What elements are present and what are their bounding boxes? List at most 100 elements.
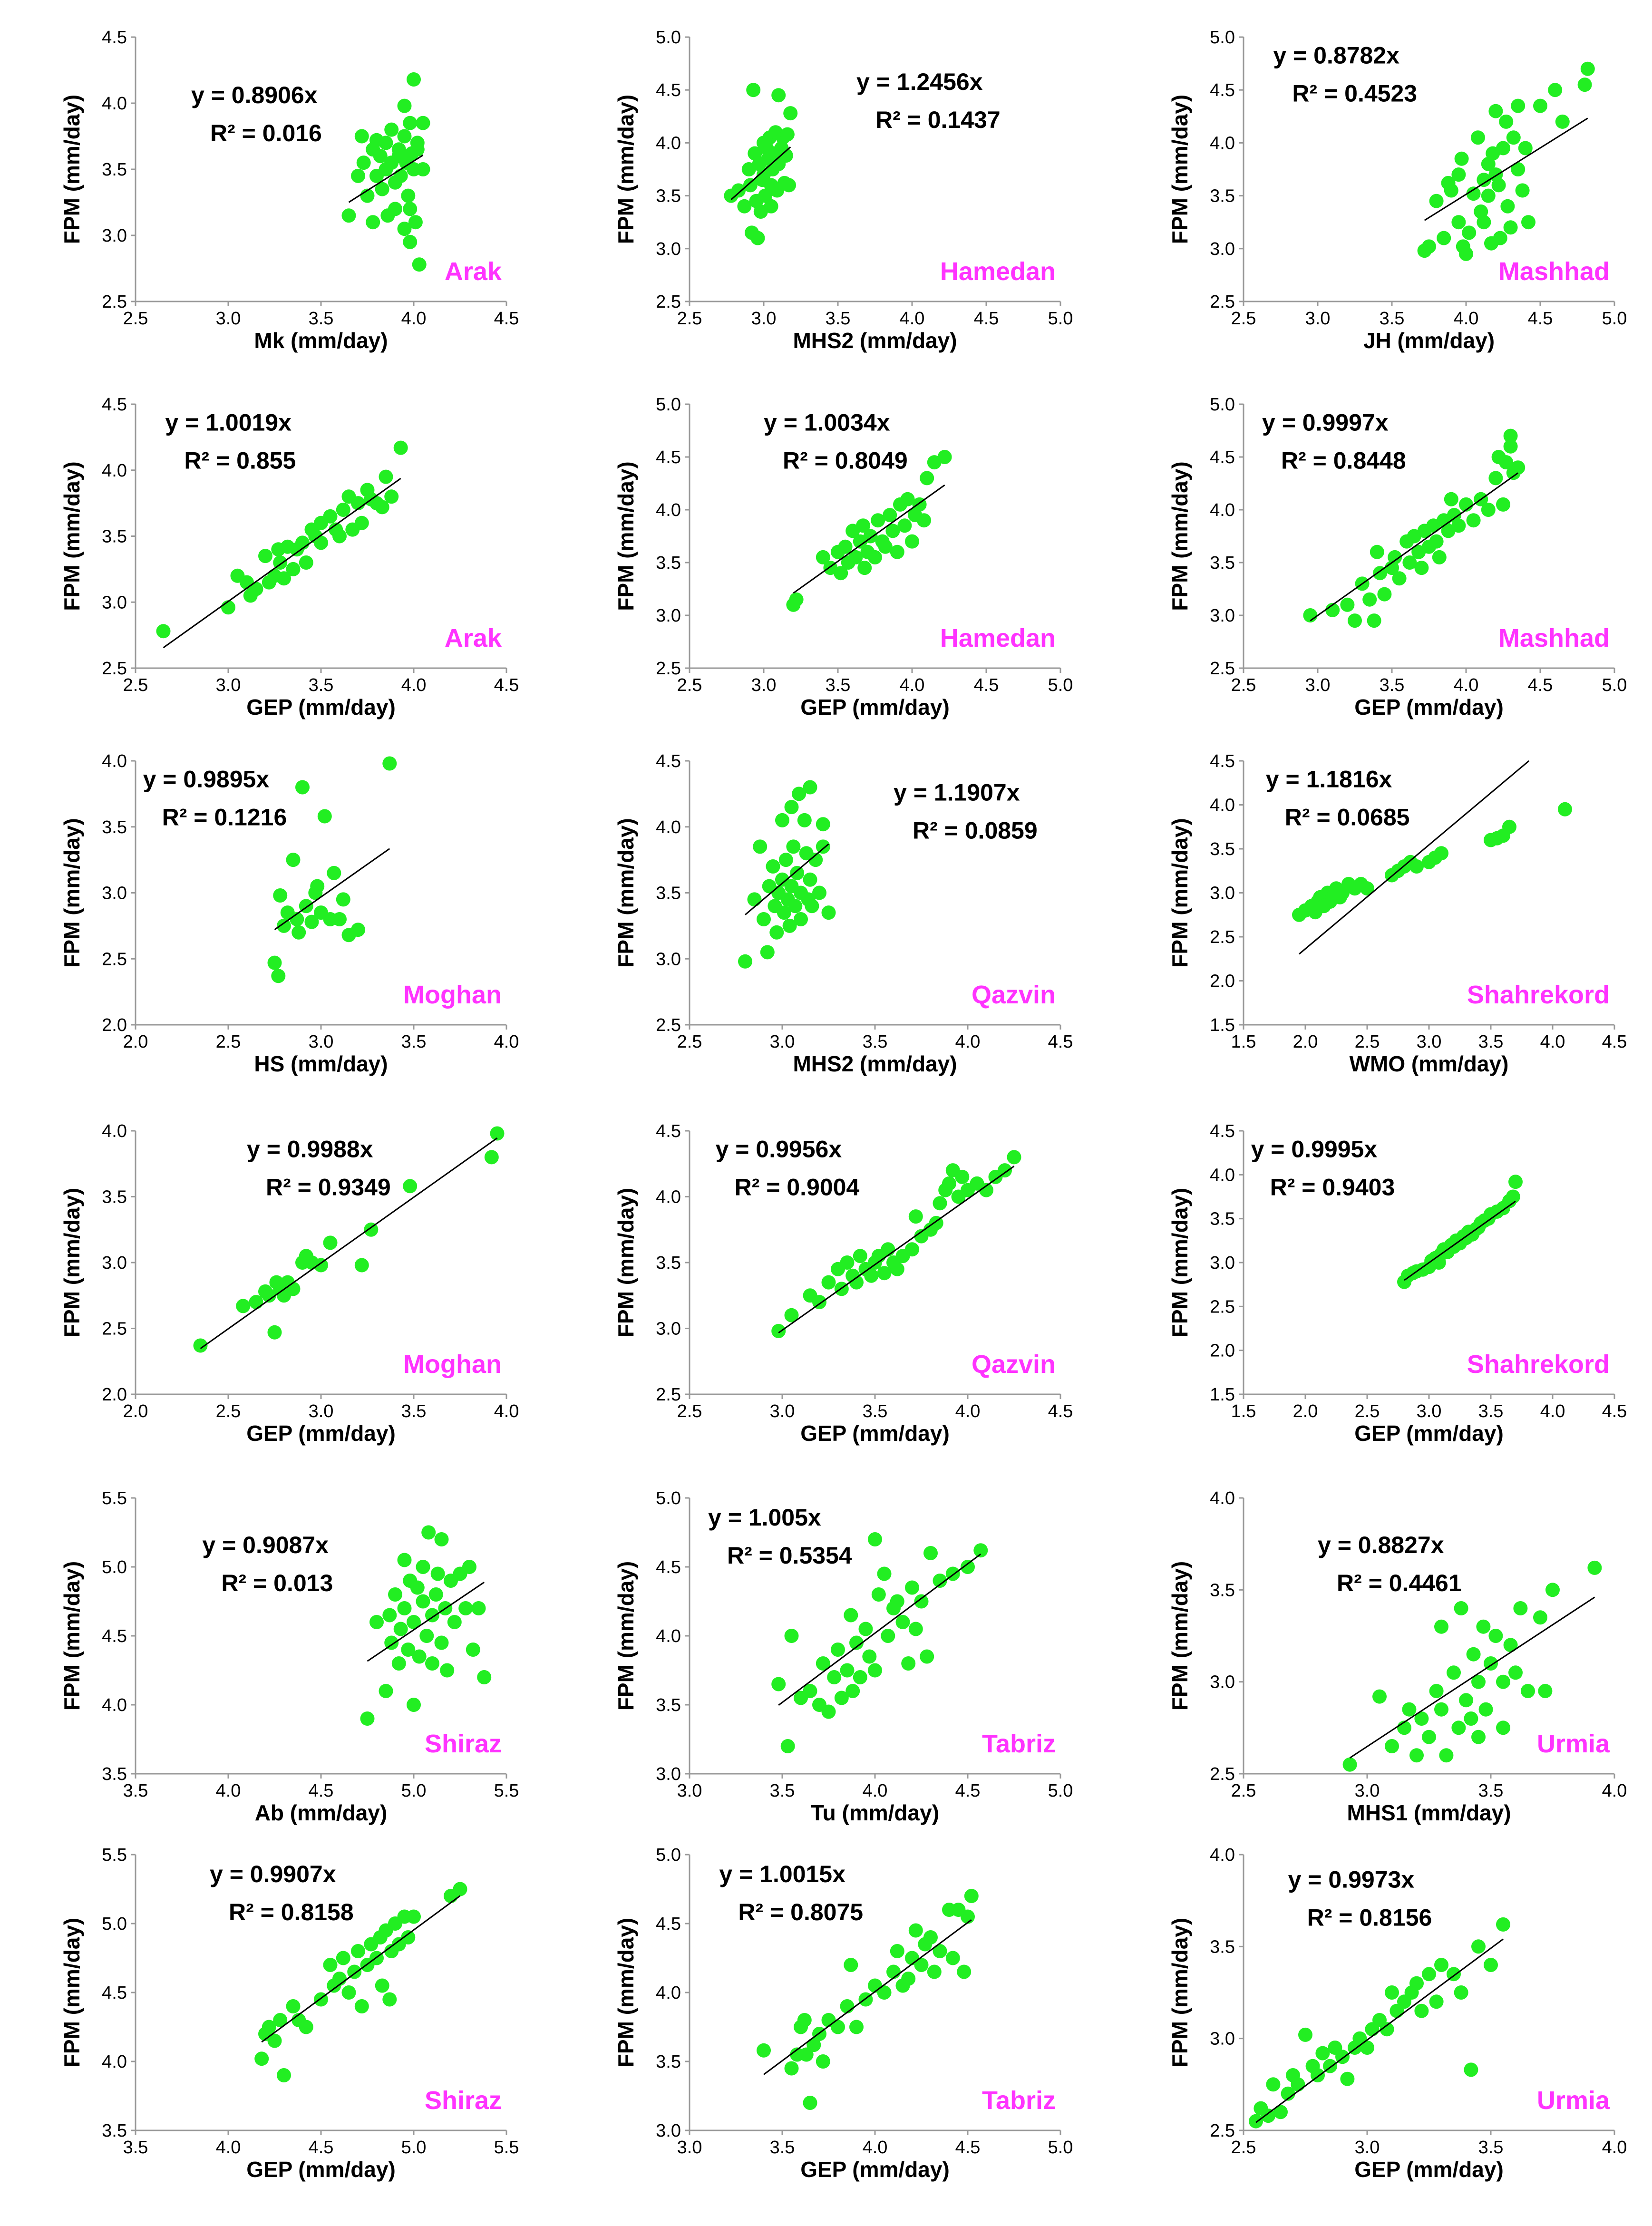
y-tick-label: 3.5 bbox=[656, 1695, 681, 1715]
x-tick-label: 4.0 bbox=[900, 309, 925, 329]
data-point bbox=[1478, 1702, 1493, 1717]
data-point bbox=[849, 1635, 864, 1650]
data-point bbox=[816, 550, 830, 564]
x-tick-label: 3.5 bbox=[1478, 1032, 1504, 1052]
data-point bbox=[790, 865, 805, 880]
trendline-equation: y = 0.8906x bbox=[191, 82, 318, 108]
x-tick-label: 2.5 bbox=[123, 675, 148, 695]
data-point bbox=[808, 853, 823, 867]
data-point bbox=[890, 1594, 904, 1609]
data-point bbox=[1496, 497, 1510, 512]
data-point bbox=[757, 2043, 771, 2058]
data-point bbox=[397, 222, 412, 236]
y-tick-label: 3.5 bbox=[1210, 1209, 1235, 1229]
data-point bbox=[901, 1972, 916, 1986]
x-tick-label: 3.5 bbox=[1380, 309, 1405, 329]
station-label: Shahrekord bbox=[1467, 981, 1610, 1009]
y-tick-label: 2.0 bbox=[1210, 972, 1235, 991]
data-point bbox=[782, 918, 797, 933]
y-tick-label: 2.5 bbox=[1210, 2121, 1235, 2141]
data-point bbox=[758, 188, 773, 203]
data-point bbox=[354, 1258, 369, 1273]
y-tick-label: 3.0 bbox=[656, 1319, 681, 1339]
y-tick-label: 2.5 bbox=[1210, 292, 1235, 312]
y-tick-label: 5.0 bbox=[1210, 28, 1235, 48]
x-tick-label: 3.5 bbox=[1478, 1781, 1504, 1801]
data-point bbox=[332, 529, 347, 544]
y-tick-label: 2.0 bbox=[1210, 1341, 1235, 1361]
data-point bbox=[1451, 167, 1466, 182]
data-point bbox=[775, 813, 789, 827]
scatter-panel-hamedan: 2.5 3.0 3.5 4.0 4.5 5.0 2.5 3.0 3.5 4.0 4.5 5.0 MHS2… bbox=[613, 28, 1073, 353]
data-point bbox=[831, 2020, 845, 2034]
data-point bbox=[908, 1622, 923, 1636]
data-point bbox=[1471, 1674, 1486, 1689]
y-tick-label: 3.5 bbox=[1210, 839, 1235, 859]
data-point bbox=[868, 1663, 882, 1678]
y-tick-label: 3.0 bbox=[656, 239, 681, 259]
y-tick-label: 4.0 bbox=[102, 461, 127, 481]
station-label: Hamedan bbox=[940, 257, 1056, 286]
data-point bbox=[816, 1656, 830, 1671]
data-point bbox=[771, 1324, 786, 1338]
data-point bbox=[1488, 1629, 1503, 1643]
y-tick-label: 2.5 bbox=[102, 659, 127, 679]
data-point bbox=[1429, 534, 1444, 549]
data-point bbox=[393, 1622, 408, 1636]
data-point bbox=[886, 1964, 901, 1979]
x-axis-label: HS (mm/day) bbox=[254, 1051, 388, 1076]
data-point bbox=[336, 892, 350, 907]
data-point bbox=[1367, 613, 1381, 628]
data-point bbox=[877, 1985, 892, 2000]
data-point bbox=[1261, 2109, 1275, 2123]
x-tick-label: 3.5 bbox=[863, 1401, 888, 1421]
y-tick-label: 4.0 bbox=[102, 2052, 127, 2072]
trend-line bbox=[261, 1895, 461, 2043]
data-point bbox=[277, 571, 291, 586]
y-tick-label: 4.5 bbox=[102, 1626, 127, 1646]
y-tick-label: 3.0 bbox=[656, 2121, 681, 2141]
data-point bbox=[407, 1615, 421, 1629]
scatter-panel-arak: 2.5 3.0 3.5 4.0 4.5 2.5 3.0 3.5 4.0 4.5 Mk (mm/day… bbox=[59, 28, 519, 353]
data-point bbox=[351, 168, 365, 183]
y-tick-label: 3.5 bbox=[102, 160, 127, 180]
y-tick-label: 4.5 bbox=[1210, 1121, 1235, 1141]
y-axis-label: FPM (mm/day) bbox=[59, 1918, 84, 2067]
data-point bbox=[769, 925, 784, 940]
data-point bbox=[834, 566, 848, 581]
data-point bbox=[1392, 571, 1407, 586]
x-tick-label: 4.5 bbox=[1602, 1401, 1627, 1421]
y-tick-label: 2.5 bbox=[656, 1385, 681, 1405]
x-tick-label: 3.5 bbox=[309, 675, 334, 695]
y-tick-label: 4.5 bbox=[102, 1983, 127, 2003]
data-point bbox=[304, 914, 319, 929]
y-tick-label: 4.5 bbox=[656, 1121, 681, 1141]
data-point bbox=[821, 1704, 836, 1719]
data-point bbox=[937, 450, 952, 464]
y-axis-label: FPM (mm/day) bbox=[59, 818, 84, 967]
data-point bbox=[856, 518, 870, 533]
data-point bbox=[364, 1222, 379, 1237]
data-point bbox=[883, 508, 897, 523]
x-tick-label: 4.0 bbox=[863, 1781, 888, 1801]
x-tick-label: 3.0 bbox=[216, 309, 241, 329]
x-tick-label: 2.5 bbox=[1231, 2138, 1256, 2158]
data-point bbox=[341, 208, 356, 223]
y-tick-label: 3.5 bbox=[1210, 1937, 1235, 1957]
x-tick-label: 4.0 bbox=[401, 309, 427, 329]
x-tick-label: 4.5 bbox=[309, 1781, 334, 1801]
data-point bbox=[407, 1909, 421, 1924]
data-point bbox=[868, 550, 882, 564]
data-point bbox=[236, 1299, 251, 1313]
y-tick-label: 5.5 bbox=[102, 1845, 127, 1865]
y-tick-label: 4.5 bbox=[1210, 80, 1235, 100]
data-point bbox=[388, 202, 402, 216]
data-point bbox=[1266, 2077, 1281, 2092]
x-tick-label: 2.5 bbox=[1231, 1781, 1256, 1801]
data-point bbox=[1325, 603, 1340, 617]
y-axis-label: FPM (mm/day) bbox=[613, 1188, 638, 1337]
data-point bbox=[812, 885, 826, 900]
data-point bbox=[788, 899, 803, 914]
data-point bbox=[419, 1629, 434, 1643]
x-tick-label: 3.0 bbox=[1417, 1401, 1442, 1421]
